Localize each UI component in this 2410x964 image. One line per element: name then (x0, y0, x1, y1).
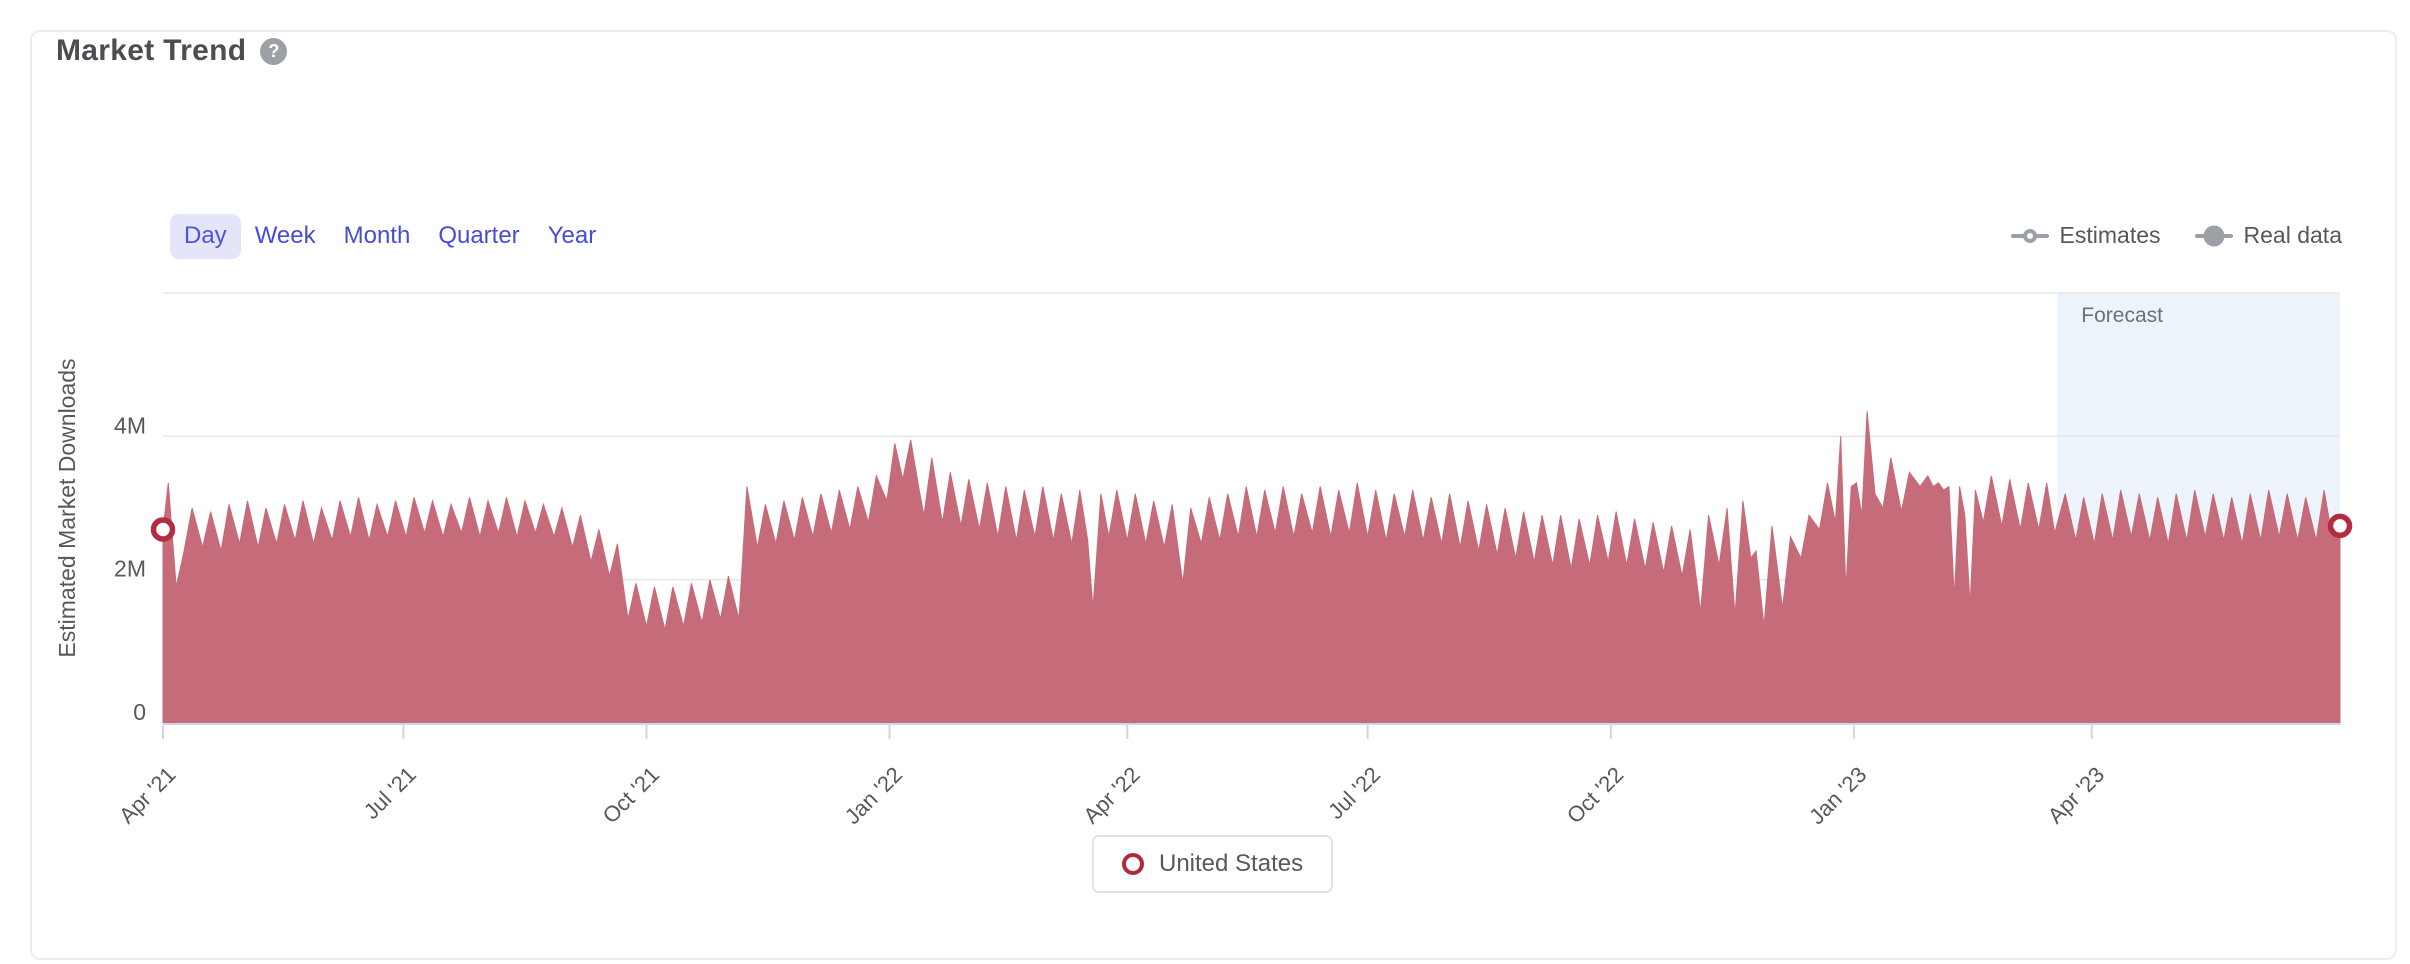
tab-week[interactable]: Week (241, 214, 330, 259)
legend-label: Estimates (2059, 222, 2161, 248)
page-title: Market Trend (56, 34, 247, 67)
help-icon[interactable]: ? (260, 37, 288, 65)
us-downloads-area[interactable] (162, 411, 2341, 724)
filled-circle-icon (2194, 225, 2233, 246)
tab-day[interactable]: Day (170, 214, 241, 259)
legend-estimates[interactable]: Estimates (2010, 222, 2161, 249)
series-legend-label: United States (1159, 850, 1304, 877)
period-tabs: Day Week Month Quarter Year (170, 214, 610, 259)
estimates-legend: Estimates Real data (2010, 222, 2342, 249)
tab-month[interactable]: Month (330, 214, 425, 259)
open-circle-icon (2010, 228, 2049, 243)
united-states-marker-icon (1122, 853, 1144, 875)
tab-year[interactable]: Year (534, 214, 611, 259)
tab-quarter[interactable]: Quarter (424, 214, 533, 259)
legend-real-data[interactable]: Real data (2194, 222, 2342, 249)
market-trend-card (30, 30, 2397, 960)
card-header: Market Trend ? (56, 34, 288, 68)
series-legend-united-states[interactable]: United States (1092, 835, 1334, 893)
legend-label: Real data (2243, 222, 2342, 248)
